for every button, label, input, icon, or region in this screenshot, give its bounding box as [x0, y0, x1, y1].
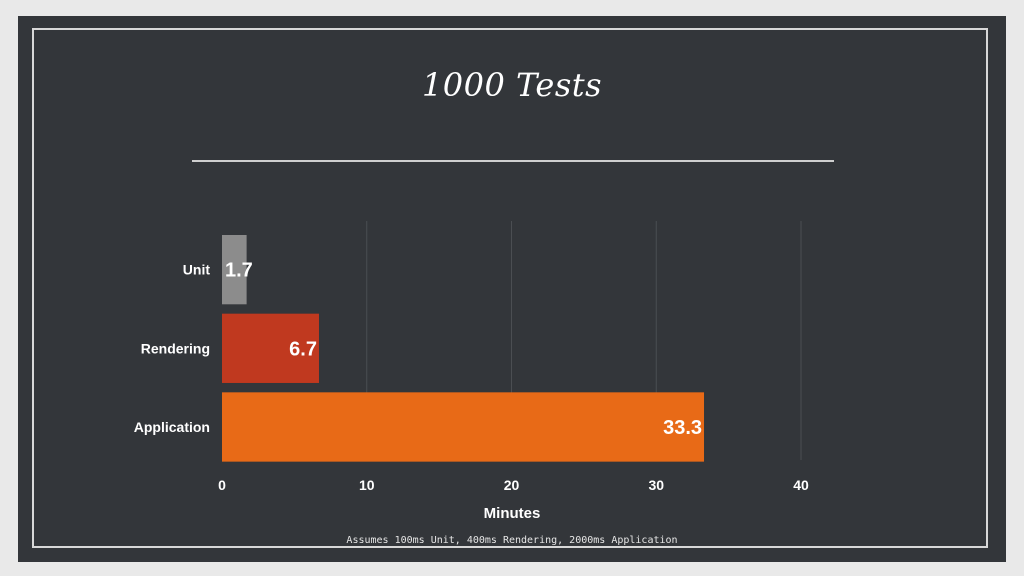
data-label: 1.7 [225, 260, 253, 282]
bar-rendering [222, 313, 319, 383]
data-label: 6.7 [289, 338, 317, 360]
chart-bars [222, 235, 705, 462]
x-tick-label: 20 [504, 477, 520, 493]
bar-application [222, 392, 705, 462]
x-tick-label: 0 [218, 477, 226, 493]
slide-frame [32, 28, 988, 548]
x-tick-label: 10 [359, 477, 375, 493]
chart-title: 1000 Tests [421, 66, 603, 104]
x-tick-label: 30 [648, 477, 664, 493]
chart-footnote: Assumes 100ms Unit, 400ms Rendering, 200… [346, 535, 678, 546]
bar-unit [222, 235, 247, 305]
title-underline [192, 160, 834, 162]
chart-labels: 0 10 20 30 40 Unit 1.7 Rendering 6.7 Application 3… [134, 260, 809, 522]
x-tick-label: 40 [793, 477, 809, 493]
category-label: Unit [183, 262, 211, 278]
category-label: Rendering [141, 340, 210, 356]
category-label: Application [134, 419, 210, 435]
x-axis-title: Minutes [484, 505, 541, 522]
data-label: 33.3 [663, 417, 702, 439]
